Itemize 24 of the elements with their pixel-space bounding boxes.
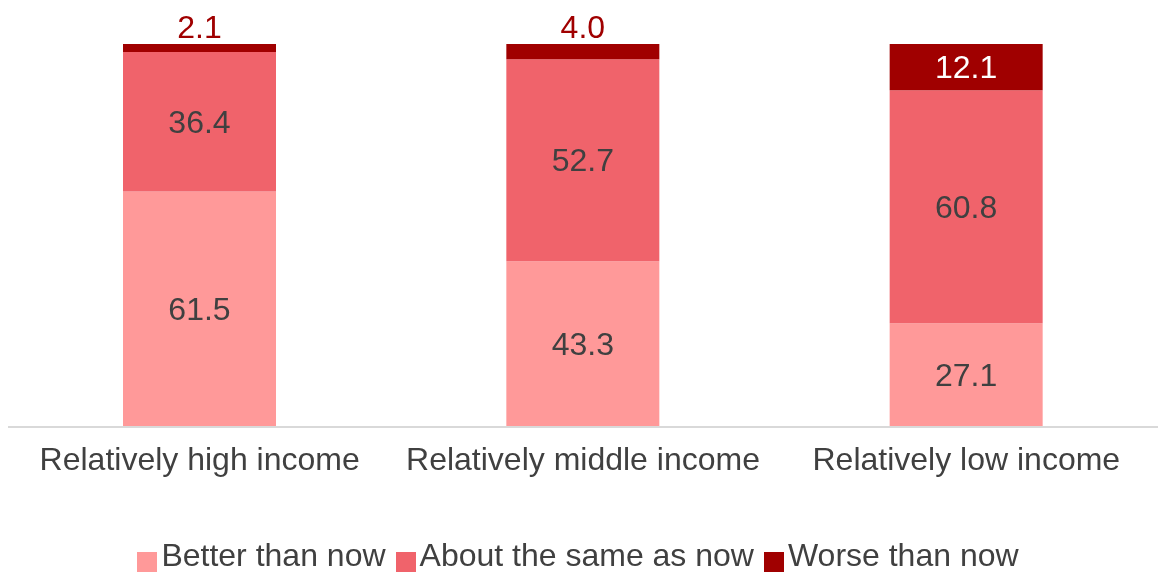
data-label: 4.0 [560, 9, 606, 45]
legend-label: Worse than now [787, 537, 1019, 573]
x-tick-label: Relatively middle income [406, 441, 760, 478]
bar [889, 90, 1043, 324]
data-label: 27.1 [935, 357, 998, 394]
bar [123, 44, 276, 53]
data-label: 2.1 [177, 9, 222, 45]
x-tick-label: Relatively low income [812, 441, 1121, 478]
bar [506, 59, 660, 262]
x-tick-label: Relatively high income [39, 441, 360, 478]
data-label: 60.8 [935, 188, 998, 225]
bar [123, 191, 276, 427]
bar [123, 52, 276, 192]
bar [506, 261, 660, 427]
bar [889, 323, 1043, 427]
legend-label: Better than now [161, 537, 386, 573]
data-label: 12.1 [935, 49, 998, 86]
data-label: 52.7 [551, 142, 614, 179]
bar [506, 44, 660, 60]
data-label: 36.4 [168, 103, 231, 140]
data-label: 61.5 [168, 291, 231, 328]
bar [889, 44, 1043, 91]
data-label: 43.3 [551, 326, 614, 363]
legend-label: About the same as now [419, 537, 754, 573]
